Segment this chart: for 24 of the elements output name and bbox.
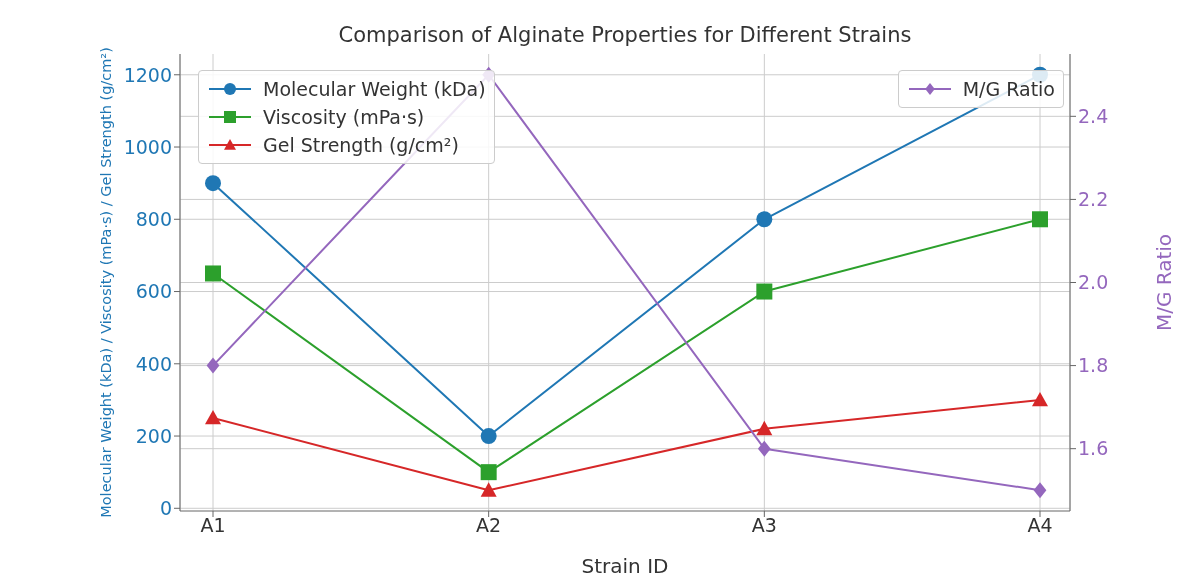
x-axis-title: Strain ID (581, 554, 669, 578)
legend-label: M/G Ratio (962, 78, 1055, 100)
y-tick-label: 400 (135, 352, 172, 375)
y2-tick-label: 1.6 (1078, 437, 1109, 460)
y-axis-title: Molecular Weight (kDa) / Viscosity (mPa·s) / Gel Strength (g/cm²) (98, 47, 115, 518)
y-tick-label: 200 (135, 424, 172, 447)
y2-axis-title: M/G Ratio (1152, 233, 1177, 332)
x-tick-label: A3 (751, 514, 777, 537)
legend-label: Gel Strength (g/cm²) (263, 134, 459, 156)
legend-label: Molecular Weight (kDa) (263, 78, 486, 100)
y2-tick-label: 2.4 (1078, 105, 1109, 128)
x-tick-label: A4 (1027, 514, 1053, 537)
y-tick-label: 1000 (123, 135, 172, 158)
y2-tick-label: 1.8 (1078, 354, 1109, 377)
x-tick-label: A1 (200, 514, 226, 537)
y2-tick-label: 2.2 (1078, 188, 1109, 211)
y-tick-label: 600 (135, 280, 172, 303)
chart-title: Comparison of Alginate Properties for Different Strains (338, 23, 912, 47)
y-tick-label: 800 (135, 208, 172, 231)
y-tick-label: 1200 (123, 63, 172, 86)
x-tick-label: A2 (476, 514, 502, 537)
y-tick-label: 0 (159, 497, 172, 520)
y2-tick-label: 2.0 (1078, 271, 1109, 294)
legend-label: Viscosity (mPa·s) (263, 106, 425, 128)
